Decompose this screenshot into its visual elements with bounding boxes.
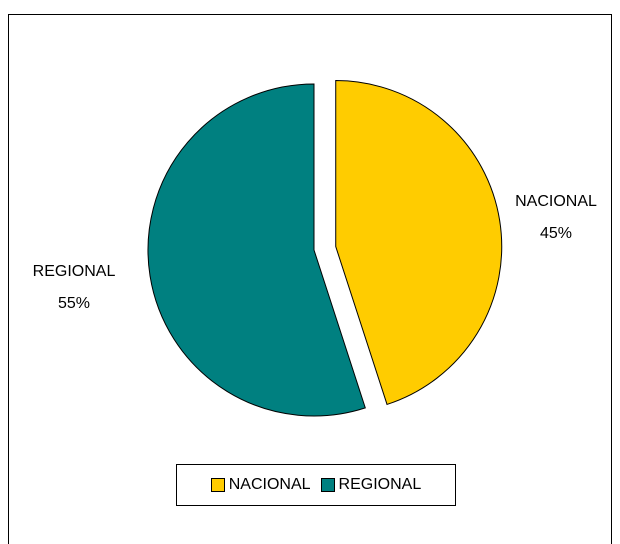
label-regional-value: 55% (58, 295, 90, 312)
legend-swatch-regional (320, 478, 335, 492)
pie-labels: NACIONAL 45% REGIONAL 55% (33, 193, 597, 312)
legend-label-nacional: NACIONAL (228, 476, 311, 493)
label-regional-name: REGIONAL (33, 263, 116, 280)
pie-slice-nacional (335, 80, 503, 406)
label-nacional-value: 45% (540, 225, 572, 242)
pie-slice-regional (147, 83, 366, 417)
label-nacional-name: NACIONAL (515, 193, 597, 210)
legend-label-regional: REGIONAL (338, 476, 422, 493)
legend-item-regional: REGIONAL (320, 476, 422, 494)
chart-frame (8, 14, 612, 544)
chart-legend: NACIONAL REGIONAL (176, 464, 456, 506)
legend-item-nacional: NACIONAL (210, 476, 311, 494)
pie-slices (147, 80, 503, 417)
chart-top-strip (0, 0, 620, 14)
legend-swatch-nacional (210, 478, 225, 492)
